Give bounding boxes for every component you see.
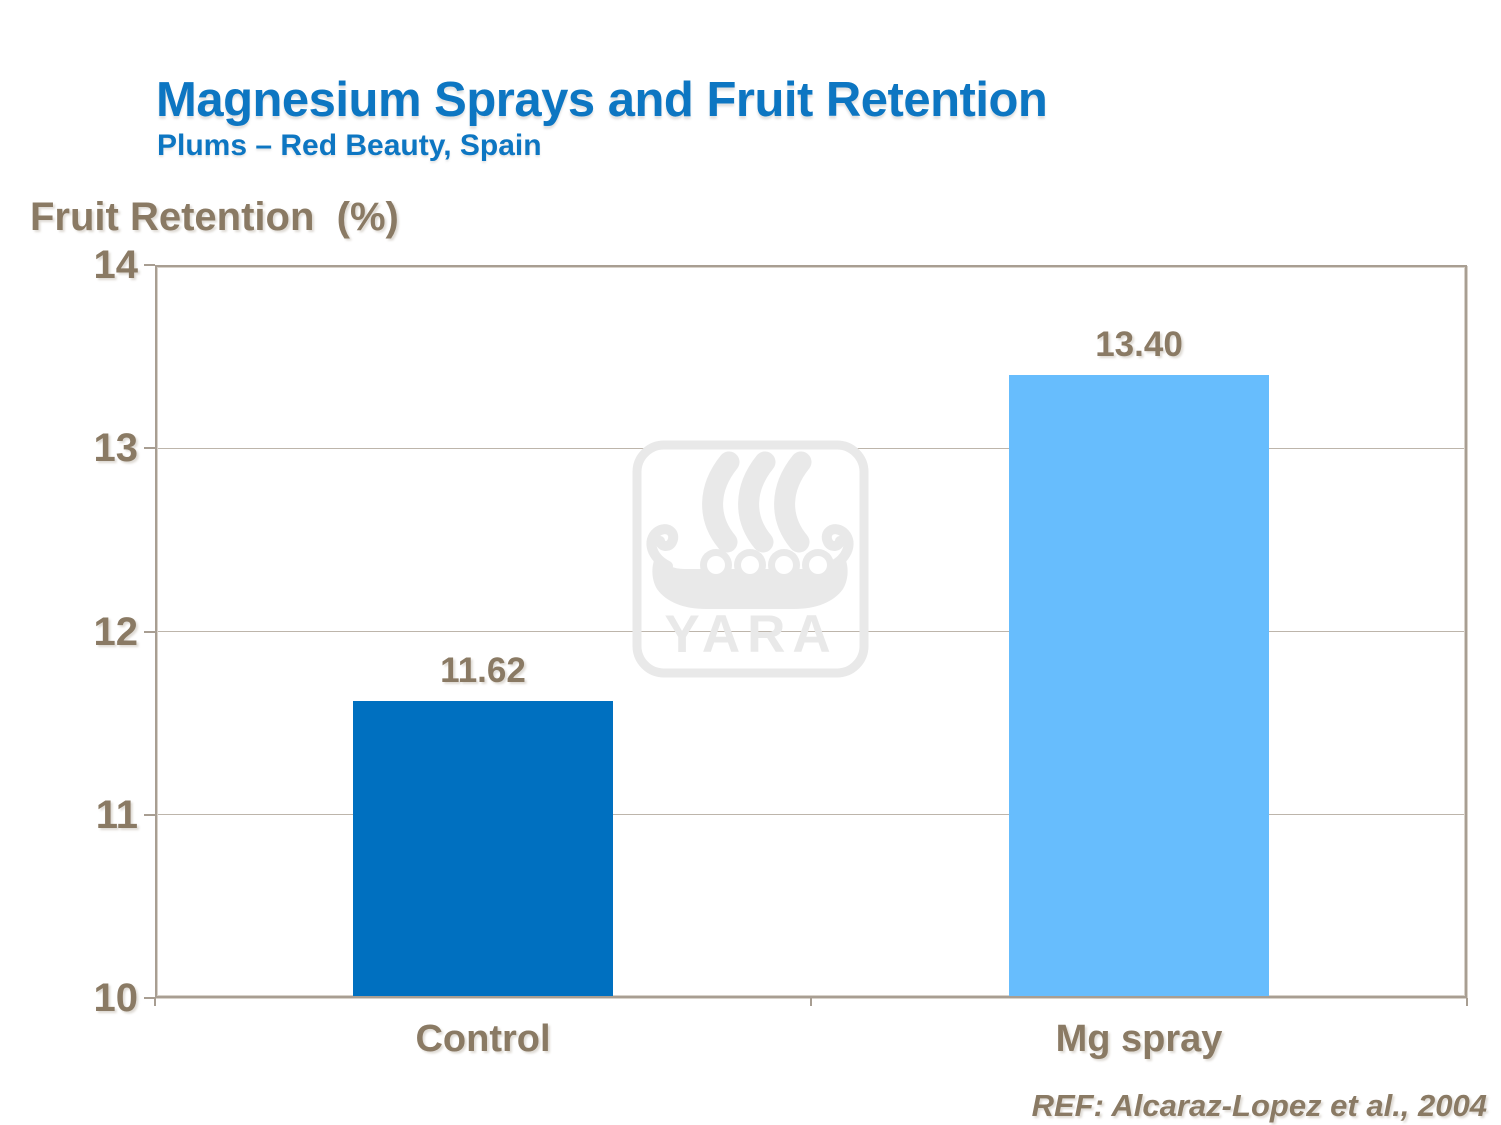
y-tick-mark bbox=[144, 813, 155, 816]
reference-note: REF: Alcaraz-Lopez et al., 2004 bbox=[1031, 1088, 1487, 1123]
chart-title: Magnesium Sprays and Fruit Retention bbox=[156, 73, 1048, 127]
yara-wordmark: YARA bbox=[664, 605, 837, 664]
y-tick-mark bbox=[144, 447, 155, 450]
bar-mg-spray bbox=[1009, 374, 1269, 996]
x-tick-mark bbox=[1466, 998, 1468, 1006]
bar-value-label: 11.62 bbox=[440, 651, 526, 691]
yara-logo-frame bbox=[632, 440, 869, 678]
gridline bbox=[158, 814, 1464, 816]
y-tick-label: 14 bbox=[93, 243, 139, 287]
x-tick-mark bbox=[810, 998, 812, 1006]
x-category-label: Mg spray bbox=[1055, 1018, 1223, 1060]
gridline bbox=[158, 631, 1464, 632]
yara-watermark: YARA bbox=[632, 440, 869, 678]
plot-area bbox=[155, 265, 1467, 998]
y-tick-label: 13 bbox=[93, 426, 139, 471]
chart-subtitle: Plums – Red Beauty, Spain bbox=[157, 129, 542, 162]
viking-ship-icon bbox=[646, 451, 854, 609]
y-tick-label: 12 bbox=[93, 609, 139, 654]
bar-control bbox=[353, 701, 613, 996]
y-tick-mark bbox=[144, 630, 155, 633]
x-tick-mark bbox=[154, 998, 156, 1006]
x-category-label: Control bbox=[415, 1018, 551, 1060]
y-tick-mark bbox=[144, 264, 155, 266]
y-tick-label: 10 bbox=[93, 976, 139, 1020]
y-tick-mark bbox=[144, 997, 155, 999]
bar-value-label: 13.40 bbox=[1095, 324, 1183, 364]
y-axis-title: Fruit Retention (%) bbox=[30, 195, 399, 239]
y-tick-label: 11 bbox=[95, 792, 138, 837]
